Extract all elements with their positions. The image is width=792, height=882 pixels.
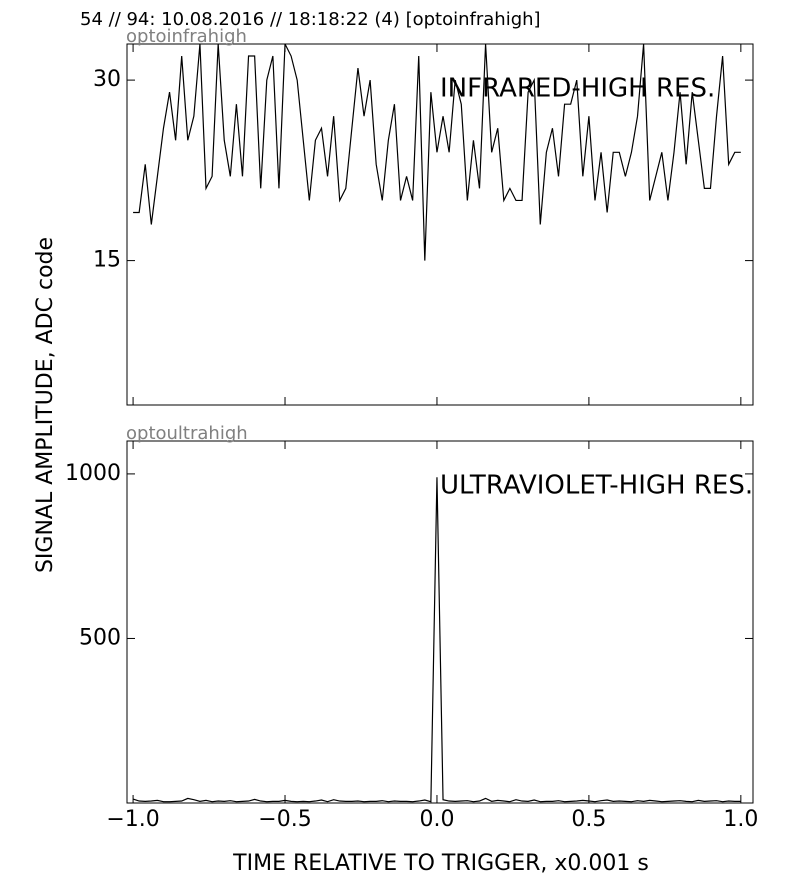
panel-label: optoultrahigh (126, 423, 248, 444)
plot-frame (126, 440, 754, 804)
y-tick-label: 1000 (65, 461, 121, 486)
figure-title: 54 // 94: 10.08.2016 // 18:18:22 (4) [op… (80, 9, 541, 30)
y-tick-label: 500 (79, 625, 121, 650)
data-line (132, 477, 741, 803)
annotation: ULTRAVIOLET-HIGH RES. (440, 471, 753, 501)
x-tick-label: 0.5 (571, 807, 606, 832)
data-line (133, 44, 741, 261)
x-tick-label: 0.0 (419, 807, 454, 832)
x-axis-label: TIME RELATIVE TO TRIGGER, x0.001 s (232, 851, 649, 876)
x-tick-label: −0.5 (258, 807, 311, 832)
x-tick-label: 1.0 (723, 807, 758, 832)
x-tick-label: −1.0 (106, 807, 159, 832)
y-tick-label: 15 (93, 248, 121, 273)
panel-label: optoinfrahigh (126, 26, 247, 47)
plot-frame (126, 43, 754, 406)
y-axis-label: SIGNAL AMPLITUDE, ADC code (33, 237, 58, 573)
y-tick-label: 30 (93, 67, 121, 92)
